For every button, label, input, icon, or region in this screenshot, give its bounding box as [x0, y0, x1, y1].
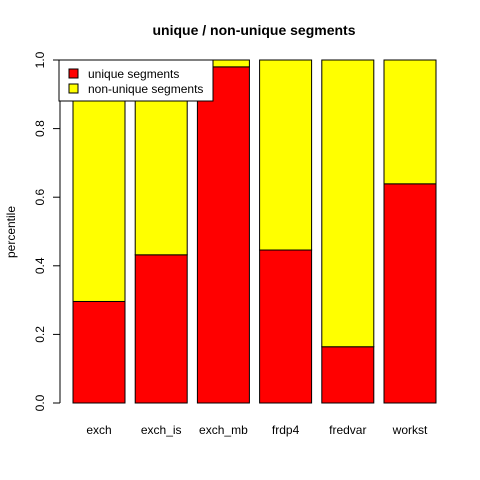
bar-workst-non-unique — [383, 59, 437, 185]
y-axis-label: percentile — [4, 206, 18, 258]
legend-label-unique: unique segments — [88, 67, 179, 81]
x-tick-label: workst — [392, 423, 428, 437]
bar-frdp4-unique — [259, 249, 313, 404]
bar-fredvar-unique — [321, 346, 375, 404]
y-axis: 0.0 0.2 0.4 0.6 0.8 1.0 — [33, 51, 61, 411]
x-tick-label: exch_mb — [199, 423, 248, 437]
bar-exch_is-unique — [134, 254, 188, 404]
bars-group — [72, 59, 437, 404]
y-tick-label: 0.6 — [33, 189, 47, 206]
bar-exch-unique — [72, 300, 126, 404]
x-axis-labels: exch exch_is exch_mb frdp4 fredvar workst — [86, 423, 428, 437]
x-tick-label: exch_is — [141, 423, 182, 437]
y-tick-label: 0.2 — [33, 326, 47, 343]
legend-swatch-non-unique — [68, 83, 79, 94]
legend-label-non-unique: non-unique segments — [88, 82, 203, 96]
bar-workst-unique — [383, 183, 437, 404]
legend-swatch-unique — [68, 68, 79, 79]
bar-frdp4-non-unique — [259, 59, 313, 251]
y-tick-label: 1.0 — [33, 51, 47, 68]
y-tick-label: 0.4 — [33, 257, 47, 274]
y-tick-label: 0.0 — [33, 394, 47, 411]
bar-exch_mb-unique — [196, 66, 250, 404]
x-tick-label: fredvar — [329, 423, 366, 437]
x-tick-label: exch — [86, 423, 111, 437]
y-tick-label: 0.8 — [33, 120, 47, 137]
chart-title: unique / non-unique segments — [153, 22, 356, 38]
legend-box — [58, 59, 214, 102]
bar-fredvar-non-unique — [321, 59, 375, 348]
x-tick-label: frdp4 — [272, 423, 300, 437]
